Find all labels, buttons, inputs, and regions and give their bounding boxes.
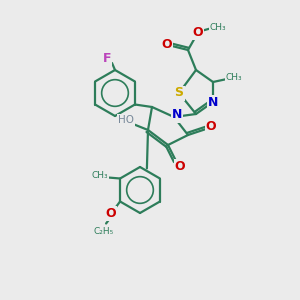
Text: O: O <box>162 38 172 52</box>
Text: CH₃: CH₃ <box>210 22 226 32</box>
Text: C₂H₅: C₂H₅ <box>94 227 114 236</box>
Text: S: S <box>175 86 184 100</box>
Text: HO: HO <box>118 115 134 125</box>
Text: O: O <box>206 121 216 134</box>
Text: F: F <box>103 52 111 64</box>
Text: O: O <box>106 207 116 220</box>
Text: N: N <box>208 95 218 109</box>
Text: O: O <box>193 26 203 38</box>
Text: CH₃: CH₃ <box>226 74 242 82</box>
Text: N: N <box>172 109 182 122</box>
Text: O: O <box>175 160 185 172</box>
Text: CH₃: CH₃ <box>92 171 108 180</box>
